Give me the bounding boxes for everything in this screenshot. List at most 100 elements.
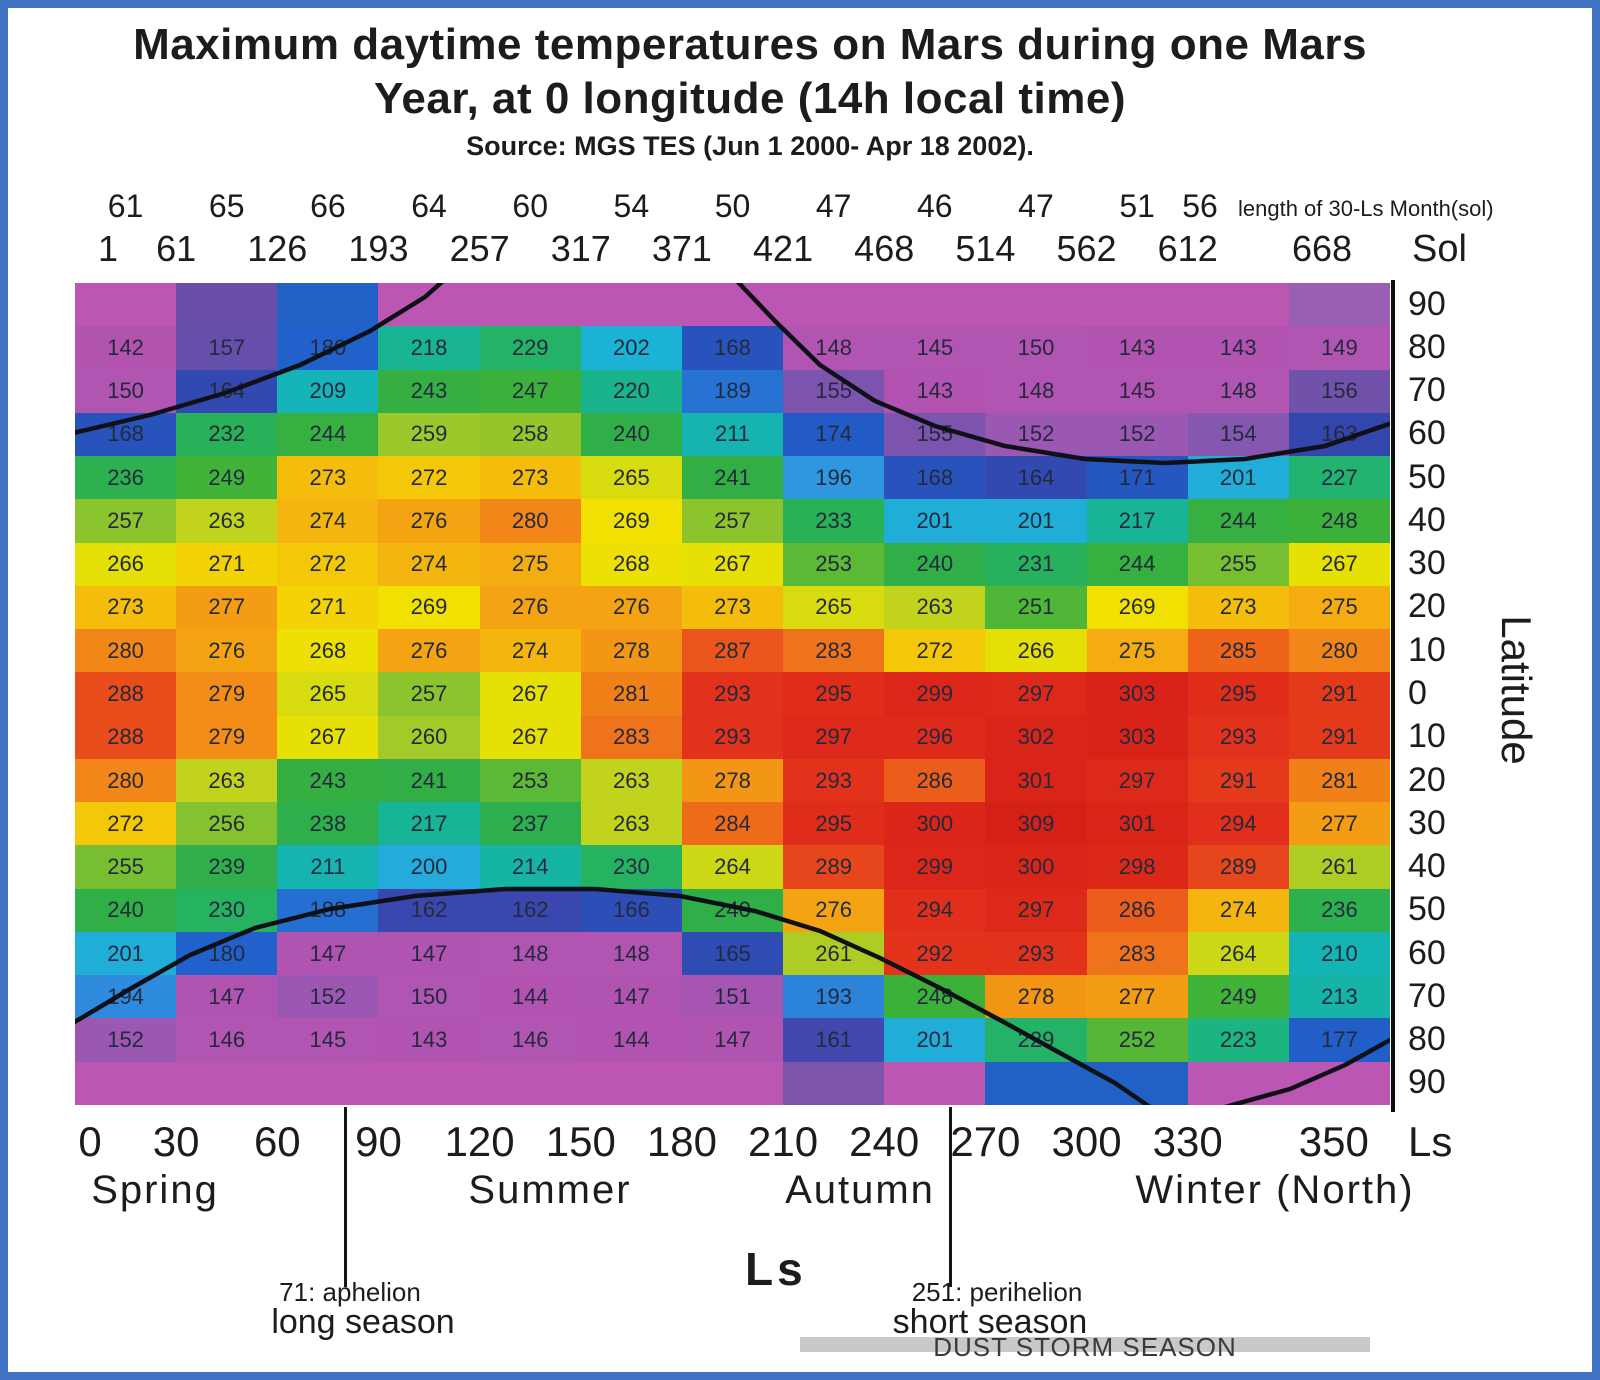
heatmap-cell: [277, 283, 379, 327]
heatmap-cell: 154: [1187, 412, 1289, 457]
heatmap-cell: 277: [176, 585, 278, 630]
heatmap-cell: 261: [1288, 845, 1390, 889]
heatmap-cell: 238: [277, 802, 379, 846]
heatmap-cell: 147: [681, 1018, 784, 1062]
axis-tick: 60: [253, 1118, 301, 1165]
heatmap-cell: 293: [681, 715, 784, 759]
perihelion-season-annotation: short season: [892, 1303, 1088, 1341]
heatmap-cell: 273: [1187, 585, 1289, 630]
heatmap-cell: 271: [277, 585, 379, 630]
heatmap-cell: 142: [75, 326, 177, 370]
heatmap-cell: 230: [176, 888, 278, 932]
heatmap-cell: 269: [378, 585, 480, 630]
heatmap-cell: 273: [75, 585, 177, 630]
heatmap-cell: 240: [75, 888, 177, 932]
heatmap-cell: 193: [783, 975, 885, 1019]
heatmap-cell: [884, 1061, 986, 1105]
heatmap-cell: 152: [277, 975, 379, 1019]
heatmap-cell: 145: [1086, 369, 1188, 413]
heatmap-cell: [1187, 1061, 1289, 1105]
heatmap-cell: 241: [681, 456, 784, 500]
month-length-axis-label: length of 30-Ls Month(sol): [1238, 196, 1494, 221]
heatmap-cell: 146: [176, 1018, 278, 1062]
heatmap-cell: 277: [1288, 802, 1390, 846]
heatmap-cell: 299: [884, 672, 986, 716]
axis-tick: 421: [753, 228, 814, 269]
perihelion-annotation: 251: perihelion: [911, 1277, 1083, 1307]
heatmap-cell: 209: [277, 369, 379, 413]
dust-storm-season-label: DUST STORM SEASON: [933, 1332, 1237, 1362]
heatmap-cell: [479, 1061, 581, 1105]
axis-tick: 257: [449, 228, 510, 269]
heatmap-cell: 302: [985, 715, 1087, 759]
heatmap-cell: 144: [479, 975, 581, 1019]
heatmap-cell: 150: [985, 326, 1087, 370]
heatmap-cell: 267: [1288, 542, 1390, 586]
heatmap-cell: 283: [1086, 931, 1188, 976]
heatmap-cell: 177: [1288, 1018, 1390, 1062]
heatmap-cell: 303: [1086, 672, 1188, 716]
heatmap-cell: 288: [75, 715, 177, 759]
latitude-tick: 50: [1408, 890, 1446, 929]
heatmap-cell: 295: [783, 672, 885, 716]
heatmap-cell: 146: [479, 1018, 581, 1062]
axis-tick: 51: [1119, 188, 1155, 224]
axis-tick: 330: [1152, 1118, 1223, 1165]
heatmap-cell: 157: [176, 326, 278, 370]
heatmap-cell: 232: [176, 412, 278, 457]
heatmap-cell: 244: [1086, 542, 1188, 586]
axis-tick: 50: [714, 188, 751, 224]
heatmap-cell: 267: [479, 672, 581, 716]
axis-tick: 612: [1157, 228, 1218, 269]
axis-tick: 180: [646, 1118, 717, 1165]
heatmap-cell: 284: [681, 802, 784, 846]
heatmap-cell: 265: [277, 672, 379, 716]
heatmap-cell: 174: [783, 412, 885, 457]
heatmap-cell: 297: [1086, 758, 1188, 803]
heatmap-cell: 266: [75, 542, 177, 586]
season-label-autumn: Autumn: [785, 1168, 935, 1212]
heatmap-cell: 249: [1187, 975, 1289, 1019]
heatmap-cell: 200: [378, 845, 480, 889]
latitude-tick: 20: [1408, 587, 1446, 626]
heatmap-cell: [75, 283, 177, 327]
heatmap-cell: [277, 1061, 379, 1105]
heatmap-cell: 266: [985, 629, 1087, 673]
heatmap-cell: 272: [884, 629, 986, 673]
heatmap-cell: 152: [75, 1018, 177, 1062]
heatmap-cell: 210: [1288, 931, 1390, 976]
heatmap-cell: [1288, 1061, 1390, 1105]
heatmap-cell: 291: [1288, 672, 1390, 716]
heatmap-cell: 148: [479, 931, 581, 976]
heatmap-cell: [1086, 1061, 1188, 1105]
latitude-tick: 70: [1408, 371, 1446, 410]
heatmap-cell: 285: [1187, 629, 1289, 673]
heatmap-cell: 211: [681, 412, 784, 457]
heatmap-cell: 148: [1187, 369, 1289, 413]
heatmap-cell: 144: [580, 1018, 682, 1062]
heatmap-cell: 293: [681, 672, 784, 716]
heatmap-cell: 268: [277, 629, 379, 673]
heatmap-cell: 147: [378, 931, 480, 976]
heatmap-cell: 148: [985, 369, 1087, 413]
heatmap-cell: 143: [1086, 326, 1188, 370]
heatmap-cell: 277: [1086, 975, 1188, 1019]
latitude-tick: 10: [1408, 630, 1446, 669]
heatmap-cell: 247: [479, 369, 581, 413]
heatmap-cell: 258: [479, 412, 581, 457]
heatmap-cell: 171: [1086, 456, 1188, 500]
heatmap-cell: 255: [1187, 542, 1289, 586]
axis-tick: 193: [348, 228, 409, 269]
heatmap-cell: 275: [1288, 585, 1390, 630]
heatmap-cell: 143: [1187, 326, 1289, 370]
latitude-tick: 60: [1408, 414, 1446, 453]
latitude-tick: 30: [1408, 544, 1446, 583]
heatmap-cell: 273: [479, 456, 581, 500]
heatmap-cell: 263: [580, 758, 682, 803]
latitude-axis-line: [1391, 280, 1395, 1112]
axis-tick: 0: [78, 1118, 102, 1165]
heatmap-cell: 162: [378, 888, 480, 932]
heatmap-cell: 148: [580, 931, 682, 976]
heatmap-cell: 148: [783, 326, 885, 370]
heatmap-cell: [176, 1061, 278, 1105]
